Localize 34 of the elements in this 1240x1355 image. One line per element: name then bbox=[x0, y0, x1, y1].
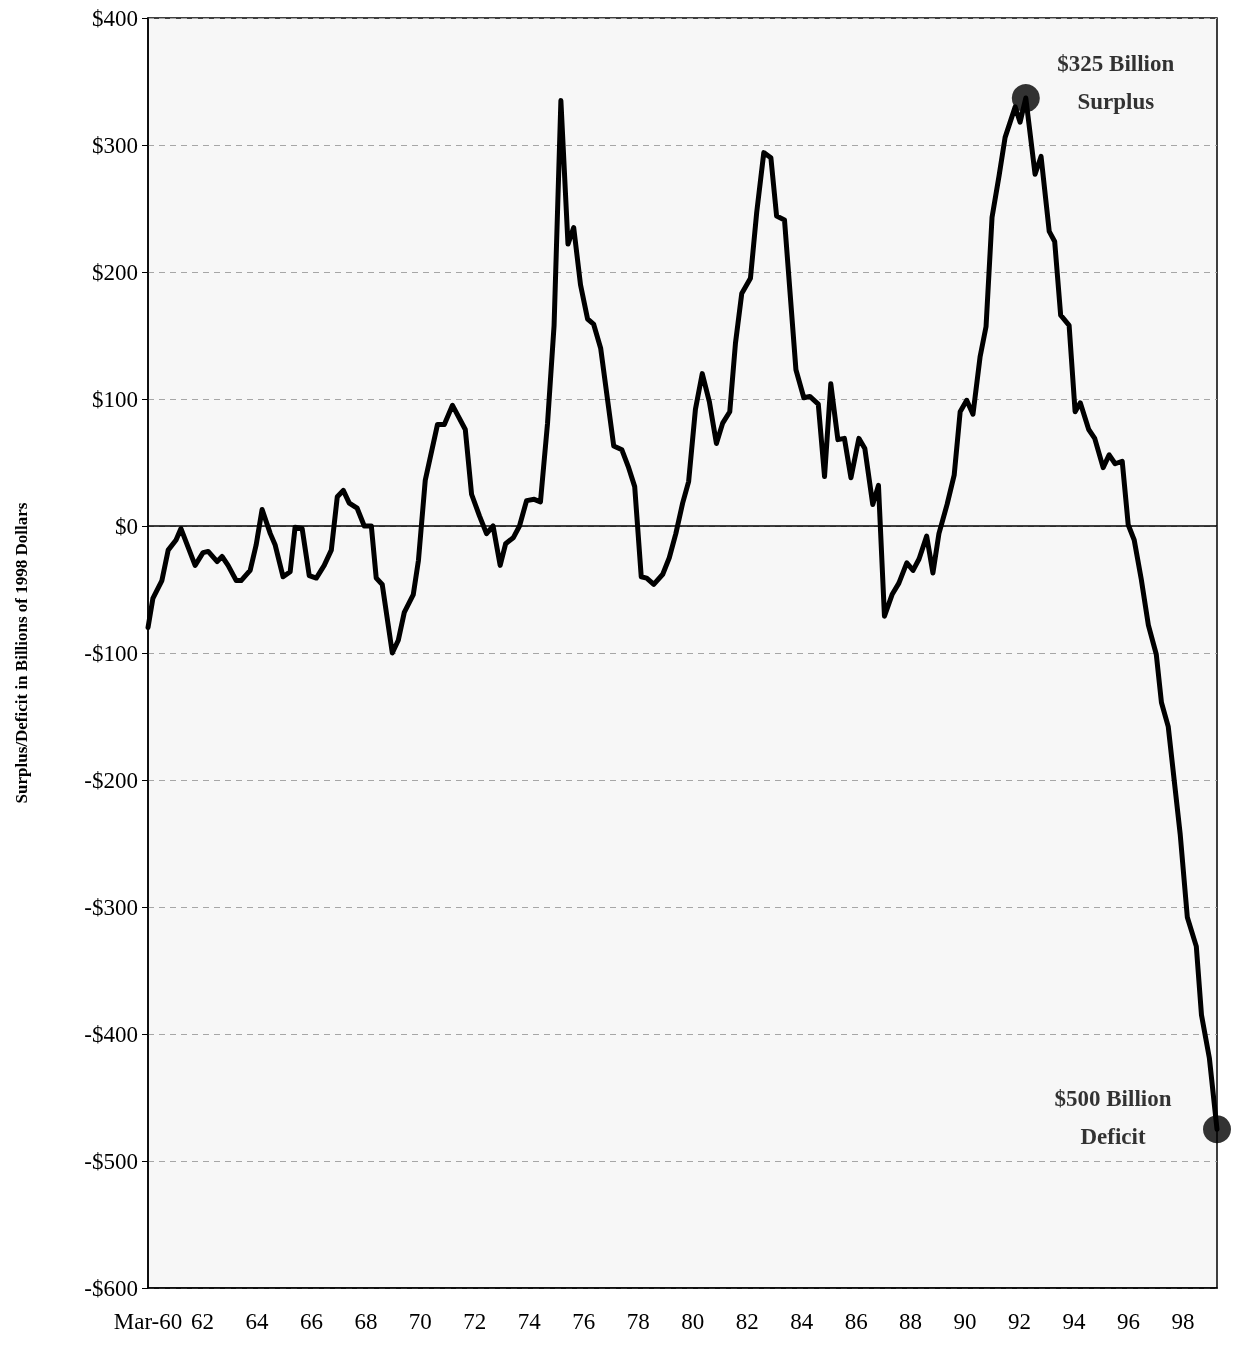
y-tick-label: -$400 bbox=[84, 1021, 138, 1047]
y-tick-label: -$500 bbox=[84, 1148, 138, 1174]
y-tick-label: -$100 bbox=[84, 640, 138, 666]
x-tick-label: 64 bbox=[245, 1309, 269, 1334]
x-tick-label: 78 bbox=[626, 1309, 650, 1334]
y-tick-label: $400 bbox=[92, 5, 138, 31]
x-tick-label: Mar-60 bbox=[113, 1309, 183, 1334]
x-tick-label: 72 bbox=[463, 1309, 487, 1334]
y-tick-label: -$600 bbox=[84, 1275, 138, 1301]
y-tick-label: $0 bbox=[115, 513, 138, 539]
x-tick-label: 70 bbox=[408, 1309, 432, 1334]
x-tick-label: 68 bbox=[354, 1309, 378, 1334]
x-tick-label: 88 bbox=[899, 1309, 923, 1334]
y-tick-label: -$300 bbox=[84, 894, 138, 920]
x-tick-label: 84 bbox=[790, 1309, 814, 1334]
annotation: $325 Billion Surplus bbox=[1057, 50, 1175, 114]
y-axis-title: Surplus/Deficit in Billions of 1998 Dollars bbox=[12, 502, 31, 804]
x-tick-label: 96 bbox=[1116, 1309, 1140, 1334]
x-tick-label: 76 bbox=[572, 1309, 596, 1334]
x-tick-label: 86 bbox=[844, 1309, 868, 1334]
y-tick-label: $100 bbox=[92, 386, 138, 412]
x-tick-label: 80 bbox=[681, 1309, 705, 1334]
y-tick-label: $200 bbox=[92, 259, 138, 285]
x-tick-label: 98 bbox=[1171, 1309, 1195, 1334]
annotation: $500 Billion Deficit bbox=[1054, 1085, 1172, 1149]
x-tick-label: 66 bbox=[299, 1309, 323, 1334]
x-tick-label: 90 bbox=[953, 1309, 977, 1334]
x-tick-label: 74 bbox=[517, 1309, 542, 1334]
y-tick-label: -$200 bbox=[84, 767, 138, 793]
x-tick-label: 82 bbox=[735, 1309, 759, 1334]
x-tick-label: 92 bbox=[1008, 1309, 1032, 1334]
y-tick-label: $300 bbox=[92, 132, 138, 158]
x-tick-label: 62 bbox=[190, 1309, 214, 1334]
x-tick-label: 94 bbox=[1062, 1309, 1087, 1334]
